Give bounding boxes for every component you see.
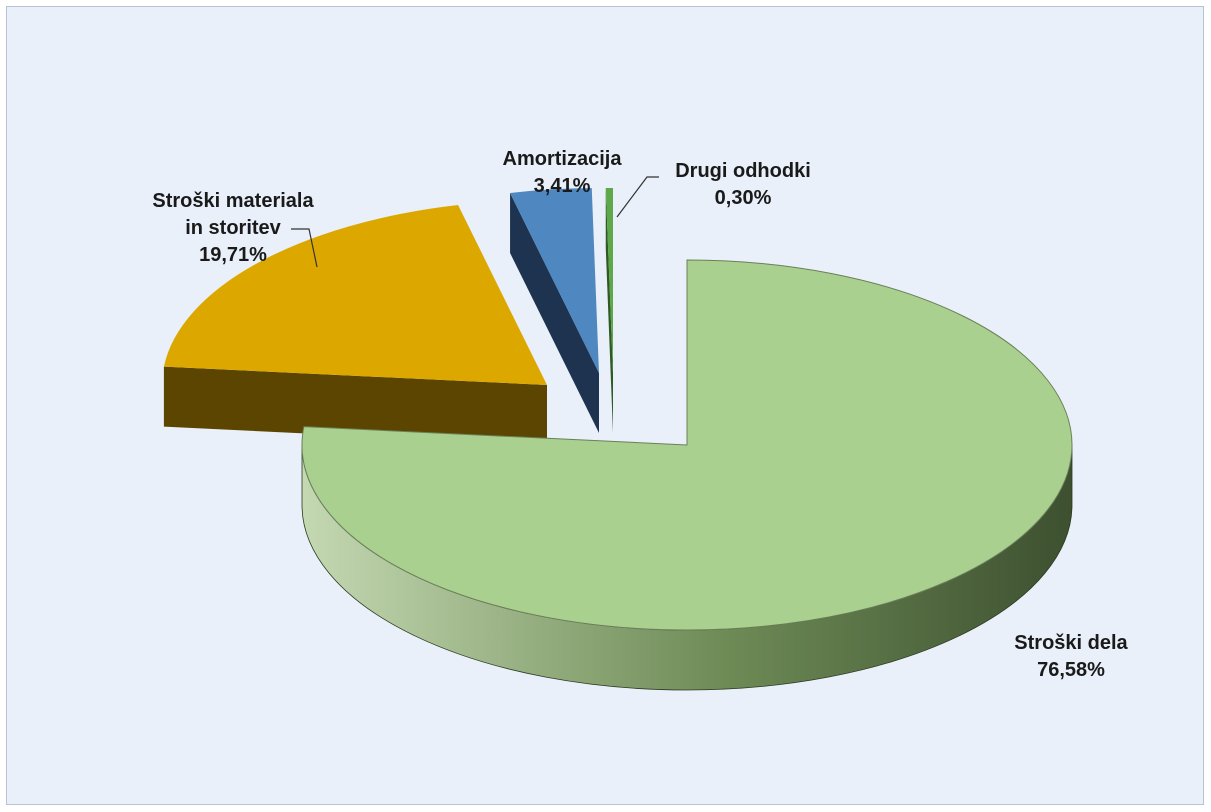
slice-label: Stroški dela 76,58% <box>1014 632 1128 681</box>
slice-value-label: 19,71% <box>199 244 267 266</box>
pie-slice-wall <box>605 188 613 433</box>
leader-line <box>291 228 318 268</box>
slice-label: Drugi odhodki 0,30% <box>675 160 811 209</box>
pie-chart: Stroški dela 76,58% Stroški materiala in st… <box>152 148 1129 691</box>
leader-line <box>616 176 659 218</box>
slice-value-label: 76,58% <box>1037 659 1105 681</box>
slice-name-label: Stroški materiala <box>152 190 314 212</box>
pie-slice-top <box>163 205 547 385</box>
slice-name-label: Drugi odhodki <box>675 160 811 182</box>
pie-slice-wall <box>163 366 547 445</box>
chart-area: Stroški dela 76,58% Stroški materiala in st… <box>6 6 1204 805</box>
slice-label: Amortizacija 3,41% <box>503 148 623 197</box>
pie-slice-top <box>605 188 613 373</box>
slice-label: Stroški materiala in storitev 19,71% <box>152 190 314 266</box>
pie-slice-top <box>510 188 599 373</box>
pie-slice-top <box>301 259 1073 631</box>
slice-value-label: 3,41% <box>534 175 591 197</box>
slice-name-label: in storitev <box>185 217 281 239</box>
pie-slice-3 <box>605 188 613 433</box>
pie-slice-2 <box>510 188 599 433</box>
pie-slice-0 <box>301 259 1073 691</box>
slice-name-label: Amortizacija <box>503 148 623 170</box>
pie-slice-1 <box>163 205 547 445</box>
slice-name-label: Stroški dela <box>1014 632 1128 654</box>
slice-value-label: 0,30% <box>715 187 772 209</box>
pie-slice-wall <box>510 193 599 433</box>
